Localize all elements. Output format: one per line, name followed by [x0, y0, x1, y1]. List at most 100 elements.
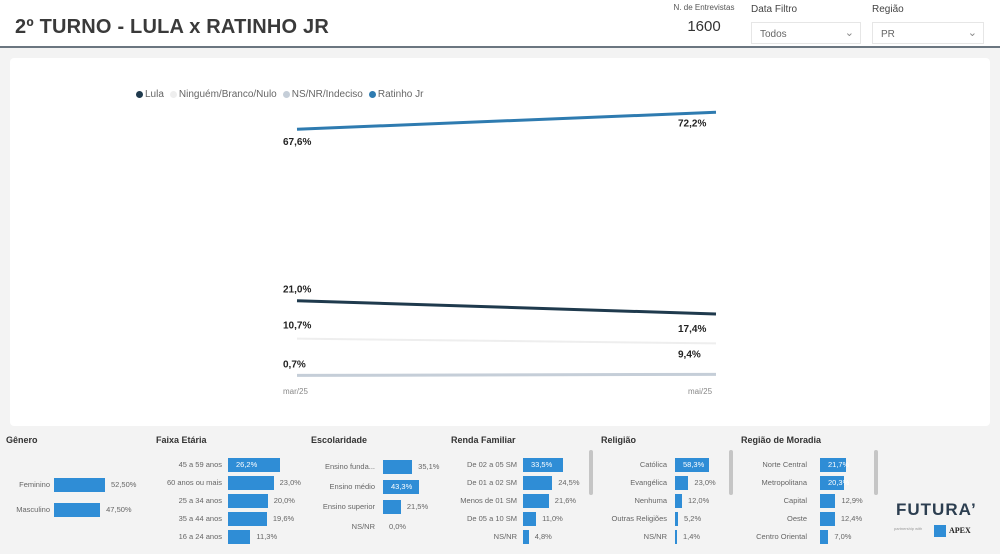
bar[interactable]: [675, 458, 709, 472]
bar-row[interactable]: Norte Central 21,7%: [735, 458, 880, 472]
bar[interactable]: [523, 458, 563, 472]
panel-title: Renda Familiar: [451, 435, 516, 445]
bar[interactable]: [820, 494, 836, 508]
series-line-ratinho-jr[interactable]: [296, 110, 717, 131]
bar-row[interactable]: Outras Religiões 5,2%: [595, 512, 735, 526]
bar-row[interactable]: Evangélica 23,0%: [595, 476, 735, 490]
bar[interactable]: [820, 476, 845, 490]
bar-value: 33,5%: [531, 460, 553, 469]
bar-row[interactable]: Metropolitana 20,3%: [735, 476, 880, 490]
panel-escolaridade: Escolaridade Ensino funda... 35,1% Ensino m…: [305, 430, 445, 554]
legend-dot-icon: [282, 91, 290, 98]
x-tick-label: mai/25: [688, 387, 713, 396]
bar-label: Oeste: [786, 514, 807, 523]
bar-value: 1,4%: [683, 532, 701, 541]
bar-row[interactable]: 60 anos ou mais 23,0%: [150, 476, 305, 490]
scrollbar[interactable]: [589, 450, 593, 495]
interviews-label: N. de Entrevistas: [673, 3, 735, 12]
bar-value: 12,9%: [841, 496, 863, 505]
bar[interactable]: [228, 476, 274, 490]
bar[interactable]: [228, 494, 268, 508]
bar[interactable]: [228, 458, 280, 472]
scrollbar[interactable]: [874, 450, 878, 495]
bar-value: 52,50%: [111, 480, 137, 489]
bar-value: 21,6%: [554, 496, 577, 505]
bar-value: 7,0%: [834, 532, 852, 541]
bar-label: De 01 a 02 SM: [466, 478, 517, 487]
bar[interactable]: [820, 530, 829, 544]
partnership-text: partnership with: [894, 526, 923, 531]
bar-label: Nenhuma: [634, 496, 667, 505]
region-filter-value: PR: [881, 29, 895, 40]
date-filter-label: Data Filtro: [751, 4, 798, 15]
bar-row[interactable]: Masculino 47,50%: [0, 503, 150, 517]
bar-label: Metropolitana: [761, 478, 807, 487]
bar[interactable]: [820, 512, 835, 526]
bar-row[interactable]: Ensino superior 21,5%: [305, 500, 445, 514]
bar-label: Masculino: [16, 505, 50, 514]
bar[interactable]: [523, 530, 529, 544]
apex-logo-icon: [934, 525, 946, 537]
bar-row[interactable]: Menos de 01 SM 21,6%: [445, 494, 595, 508]
bar-row[interactable]: De 02 a 05 SM 33,5%: [445, 458, 595, 472]
legend-item-lula[interactable]: Lula: [136, 89, 164, 100]
series-line-lula[interactable]: [296, 299, 717, 316]
bar-value: 11,0%: [542, 514, 563, 523]
bar-row[interactable]: Nenhuma 12,0%: [595, 494, 735, 508]
bar[interactable]: [383, 480, 419, 494]
data-label: 21,0%: [283, 285, 311, 296]
bar-row[interactable]: De 01 a 02 SM 24,5%: [445, 476, 595, 490]
bar[interactable]: [675, 494, 682, 508]
bar[interactable]: [820, 458, 846, 472]
series-line-ns-nr-indeciso[interactable]: [296, 372, 717, 377]
bar[interactable]: [54, 478, 105, 492]
bar-row[interactable]: Católica 58,3%: [595, 458, 735, 472]
region-filter-dropdown[interactable]: PR ⌄: [872, 22, 984, 44]
bar[interactable]: [675, 530, 677, 544]
bar[interactable]: [675, 476, 689, 490]
panel-genero: Gênero Feminino 52,50% Masculino 47,50%: [0, 430, 150, 554]
legend-dot-icon: [136, 91, 143, 98]
bar[interactable]: [228, 530, 251, 544]
bar[interactable]: [675, 512, 679, 526]
bar-value: 4,8%: [534, 532, 552, 541]
bar-label: Evangélica: [630, 478, 667, 487]
bar-row[interactable]: Centro Oriental 7,0%: [735, 530, 880, 544]
bar-row[interactable]: 25 a 34 anos 20,0%: [150, 494, 305, 508]
bar-row[interactable]: 16 a 24 anos 11,3%: [150, 530, 305, 544]
series-line-ningu-m-branco-nulo[interactable]: [296, 337, 717, 345]
bar[interactable]: [228, 512, 267, 526]
bar-row[interactable]: Feminino 52,50%: [0, 478, 150, 492]
bar[interactable]: [383, 460, 413, 474]
bar-row[interactable]: Capital 12,9%: [735, 494, 880, 508]
bar-row[interactable]: 35 a 44 anos 19,6%: [150, 512, 305, 526]
legend-item-nsnr[interactable]: NS/NR/Indeciso: [282, 89, 363, 100]
bar-row[interactable]: NS/NR 4,8%: [445, 530, 595, 544]
bar-value: 24,5%: [558, 478, 580, 487]
legend-item-ninguem[interactable]: Ninguém/Branco/Nulo: [169, 89, 277, 100]
bar[interactable]: [523, 512, 537, 526]
bar[interactable]: [383, 500, 401, 514]
bar-value: 20,0%: [273, 496, 295, 505]
bar-row[interactable]: De 05 a 10 SM 11,0%: [445, 512, 595, 526]
bar-row[interactable]: NS/NR 1,4%: [595, 530, 735, 544]
bar-label: Menos de 01 SM: [460, 496, 517, 505]
bar-row[interactable]: NS/NR 0,0%: [305, 520, 445, 534]
bar-row[interactable]: Ensino funda... 35,1%: [305, 460, 445, 474]
bar[interactable]: [54, 503, 101, 517]
page-title: 2º TURNO - LULA x RATINHO JR: [15, 16, 330, 38]
bar-label: 60 anos ou mais: [166, 478, 222, 487]
bar-label: Feminino: [19, 480, 50, 489]
bar[interactable]: [523, 494, 549, 508]
data-label: 10,7%: [283, 321, 311, 332]
panel-title: Escolaridade: [311, 435, 368, 445]
bar-row[interactable]: Oeste 12,4%: [735, 512, 880, 526]
date-filter-dropdown[interactable]: Todos ⌄: [751, 22, 861, 44]
bar-row[interactable]: 45 a 59 anos 26,2%: [150, 458, 305, 472]
legend-item-ratinho[interactable]: Ratinho Jr: [368, 89, 423, 100]
panel-title: Gênero: [6, 435, 38, 445]
scrollbar[interactable]: [729, 450, 733, 495]
bar[interactable]: [523, 476, 553, 490]
data-label: 9,4%: [678, 349, 701, 360]
bar-row[interactable]: Ensino médio 43,3%: [305, 480, 445, 494]
